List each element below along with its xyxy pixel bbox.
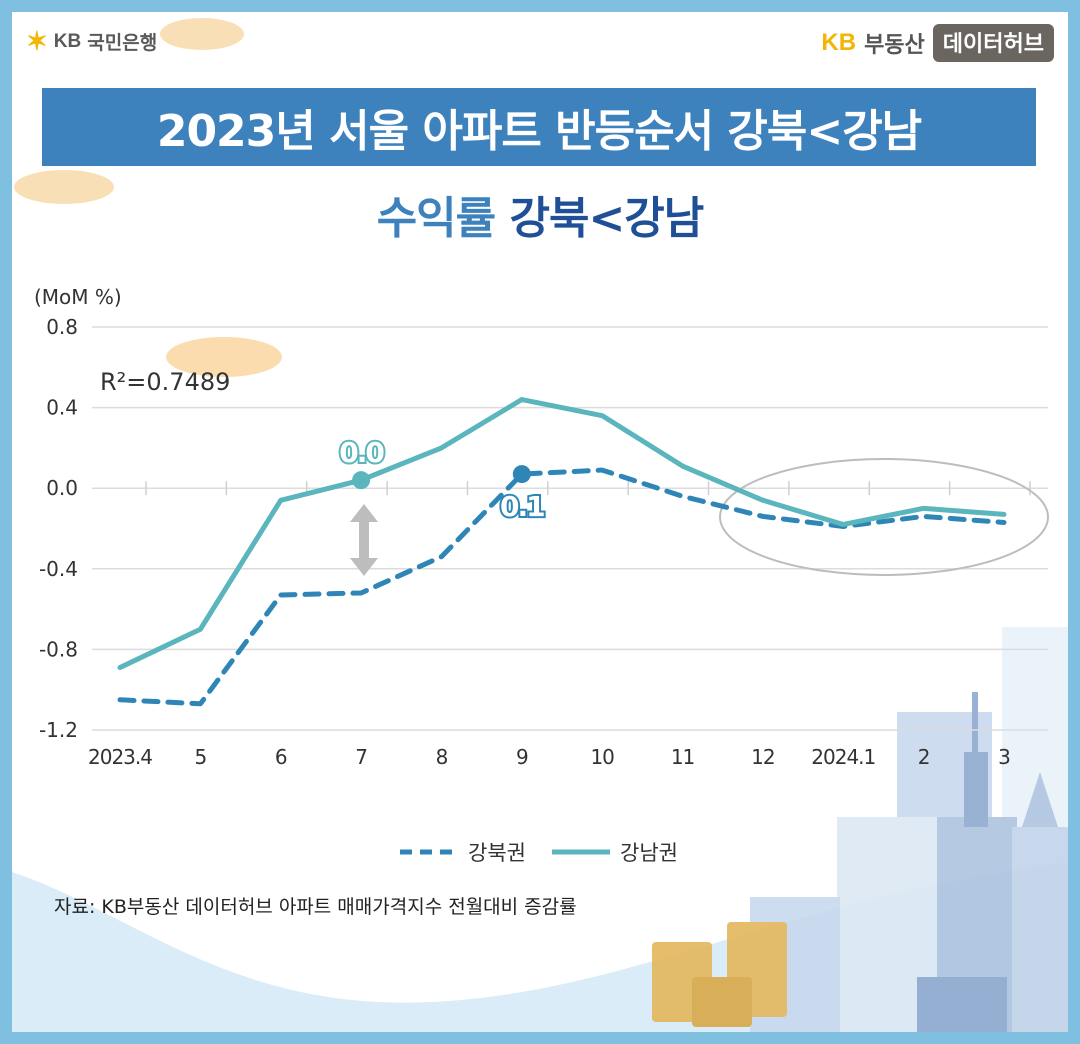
x-tick-label: 6 [275, 745, 287, 769]
r-squared-annotation: R²=0.7489 [100, 368, 230, 396]
realestate-name: 부동산 [864, 33, 925, 58]
line-chart: (MoM %) 0.8 0.4 0.0 -0.4 -0.8 -1.2 2023.4 5 6 7 8 9 1… [34, 285, 1049, 865]
city-buildings-illustration [652, 627, 1068, 1032]
y-tick-label: -1.2 [39, 718, 78, 742]
y-tick-label: 0.8 [46, 315, 78, 339]
bank-name: 국민은행 [87, 33, 158, 54]
kb-mark: KB [821, 29, 857, 56]
x-tick-label: 12 [751, 745, 774, 769]
highlight-ellipse [719, 458, 1049, 576]
x-tick-label: 8 [436, 745, 448, 769]
series-line-gangnam [117, 397, 1007, 671]
coin-decoration [14, 170, 114, 204]
kb-bank-logo: ✶ KB 국민은행 [26, 26, 157, 57]
x-tick-label: 2023.4 [88, 745, 152, 769]
y-tick-label: -0.8 [39, 637, 78, 661]
y-axis-label: (MoM %) [34, 285, 122, 309]
series-line-gangbuk [117, 467, 1007, 707]
background-decoration [12, 18, 1068, 1032]
x-tick-label: 5 [194, 745, 206, 769]
coin-decoration [160, 18, 244, 50]
subtitle-part1: 수익률 [376, 193, 496, 244]
data-point-marker [352, 471, 371, 490]
x-tick-label: 2024.1 [811, 745, 875, 769]
x-tick-label: 3 [998, 745, 1010, 769]
x-tick-label: 11 [671, 745, 694, 769]
kb-realestate-logo: KB 부동산 데이터허브 [821, 24, 1054, 62]
x-tick-label: 9 [516, 745, 528, 769]
page-subtitle: 수익률 강북<강남 [12, 182, 1068, 246]
data-point-label: 0.1 [500, 490, 544, 523]
x-tick-label: 2 [918, 745, 930, 769]
y-tick-label: -0.4 [39, 557, 78, 581]
kb-star-icon: ✶ [26, 26, 48, 56]
data-point-marker [512, 465, 531, 484]
legend-label-gangbuk: 강북권 [468, 841, 526, 865]
y-tick-label: 0.0 [46, 476, 78, 500]
page-title: 2023년 서울 아파트 반등순서 강북<강남 [42, 88, 1036, 166]
data-point-label: 0.0 [339, 436, 384, 469]
kb-mark: KB [53, 30, 82, 52]
gap-double-arrow [350, 504, 378, 576]
subtitle-part2: 강북<강남 [509, 193, 704, 244]
legend-label-gangnam: 강남권 [620, 841, 678, 865]
source-note: 자료: KB부동산 데이터허브 아파트 매매가격지수 전월대비 증감률 [54, 896, 577, 918]
datahub-badge: 데이터허브 [932, 24, 1054, 62]
y-tick-label: 0.4 [46, 396, 78, 420]
x-tick-label: 10 [590, 745, 614, 769]
infographic-frame: ✶ KB 국민은행 KB 부동산 데이터허브 2023년 서울 아파트 반등순서… [12, 12, 1068, 1032]
coin-decoration [166, 337, 282, 377]
x-tick-label: 7 [355, 745, 367, 769]
